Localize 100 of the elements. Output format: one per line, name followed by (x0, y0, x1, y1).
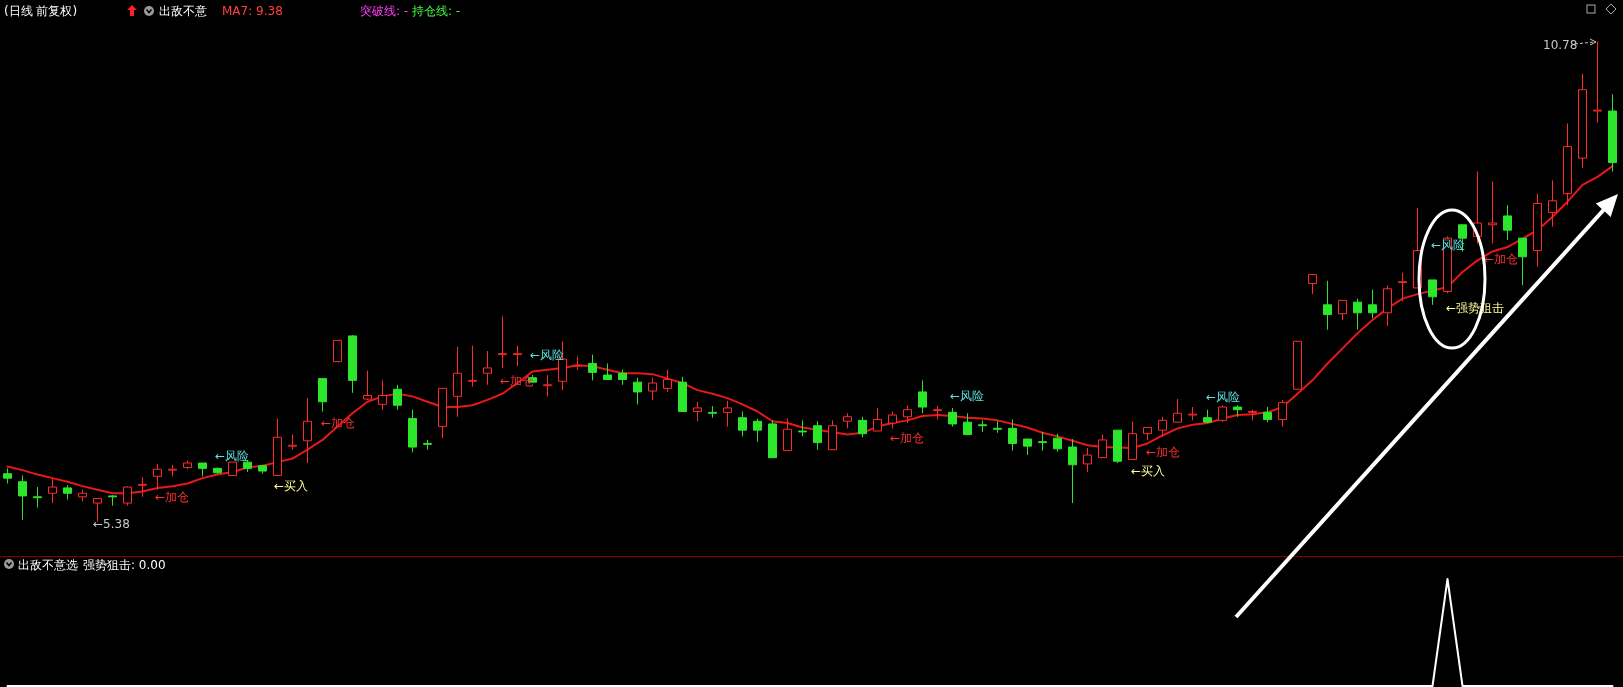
candlestick (303, 397, 312, 464)
candlestick (678, 376, 687, 412)
candlestick (288, 434, 297, 451)
candlestick (48, 478, 57, 504)
candlestick (438, 387, 447, 439)
candlestick (918, 379, 927, 414)
candlestick (1548, 179, 1557, 228)
candlestick (933, 405, 942, 420)
candlestick (393, 384, 402, 411)
candlestick (1218, 404, 1227, 423)
annotation: ←风险 (215, 449, 250, 463)
candlestick (798, 419, 807, 437)
candlestick (1098, 434, 1107, 459)
candlestick (768, 419, 777, 459)
candlestick (1503, 204, 1512, 241)
candlestick (888, 410, 897, 429)
candlestick (1383, 284, 1392, 327)
candlestick (993, 420, 1002, 434)
candlestick (1023, 438, 1032, 456)
candlestick (543, 374, 552, 397)
candlestick (33, 486, 42, 508)
candlestick (1308, 274, 1317, 295)
candlestick (1338, 299, 1347, 321)
text: 出敌不意 (159, 4, 207, 18)
candlestick (183, 459, 192, 470)
candlestick (948, 407, 957, 428)
candlestick (1293, 340, 1302, 390)
candlestick (1248, 409, 1257, 421)
candlestick (78, 489, 87, 502)
candlestick (138, 476, 147, 498)
annotation: ←买入 (1131, 464, 1166, 478)
text: 持仓线: - (412, 4, 461, 18)
candlestick (273, 418, 282, 476)
candlestick (123, 485, 132, 507)
candlestick (1143, 426, 1152, 441)
candlestick (1128, 420, 1137, 460)
candlestick (783, 418, 792, 452)
candlestick (1368, 289, 1377, 319)
annotation: 10.78 (1543, 38, 1578, 52)
candlestick (318, 378, 327, 412)
candlestick (1578, 73, 1587, 169)
candlestick (18, 474, 27, 521)
annotation: ←加仓 (890, 431, 925, 445)
candlestick (1473, 170, 1482, 244)
candlestick (1518, 237, 1527, 286)
candlestick (213, 466, 222, 475)
candlestick (618, 369, 627, 386)
candlestick (1563, 122, 1572, 206)
candlestick (1173, 398, 1182, 423)
text: 突破线: - (360, 4, 409, 18)
text: 强势狙击: 0.00 (83, 558, 166, 572)
candlestick (1398, 272, 1407, 302)
candlestick (858, 416, 867, 438)
candlestick (1608, 93, 1617, 172)
candlestick (1113, 429, 1122, 464)
candlestick (1278, 399, 1287, 428)
candlestick (723, 400, 732, 428)
candlestick (573, 355, 582, 371)
candlestick (1263, 406, 1272, 423)
candlestick (198, 462, 207, 477)
candlestick (363, 370, 372, 401)
candlestick (63, 484, 72, 500)
candlestick (708, 405, 717, 419)
candlestick (843, 412, 852, 429)
candlestick (513, 345, 522, 367)
candlestick (153, 463, 162, 491)
chart-title: (日线 前复权) (4, 4, 78, 18)
candlestick (423, 439, 432, 451)
candlestick (738, 410, 747, 437)
candlestick (468, 345, 477, 388)
candlestick (1428, 279, 1437, 306)
candlestick (3, 467, 12, 484)
candlestick (1488, 180, 1497, 244)
candlestick (1533, 193, 1542, 268)
candlestick (1008, 418, 1017, 452)
candlestick (453, 346, 462, 418)
candlestick (1083, 447, 1092, 473)
candlestick (333, 339, 342, 363)
candlestick (1188, 406, 1197, 421)
annotation: ←风险 (950, 389, 985, 403)
candlestick (168, 464, 177, 477)
candlestick (648, 377, 657, 401)
candlestick (963, 412, 972, 436)
candlestick (1038, 431, 1047, 452)
candlestick (978, 419, 987, 433)
annotation: ←加仓 (1146, 445, 1181, 459)
candlestick (1068, 438, 1077, 504)
candlestick (903, 404, 912, 424)
candlestick (603, 362, 612, 380)
annotation: ←加仓 (155, 490, 190, 504)
candlestick (1158, 416, 1167, 437)
candlestick (483, 350, 492, 386)
candlestick (1353, 298, 1362, 331)
candlestick (258, 464, 267, 475)
candlestick (633, 377, 642, 405)
candlestick (813, 420, 822, 451)
candlestick (1203, 409, 1212, 424)
candlestick (693, 401, 702, 422)
candlestick (498, 315, 507, 369)
candlestick (228, 461, 237, 476)
